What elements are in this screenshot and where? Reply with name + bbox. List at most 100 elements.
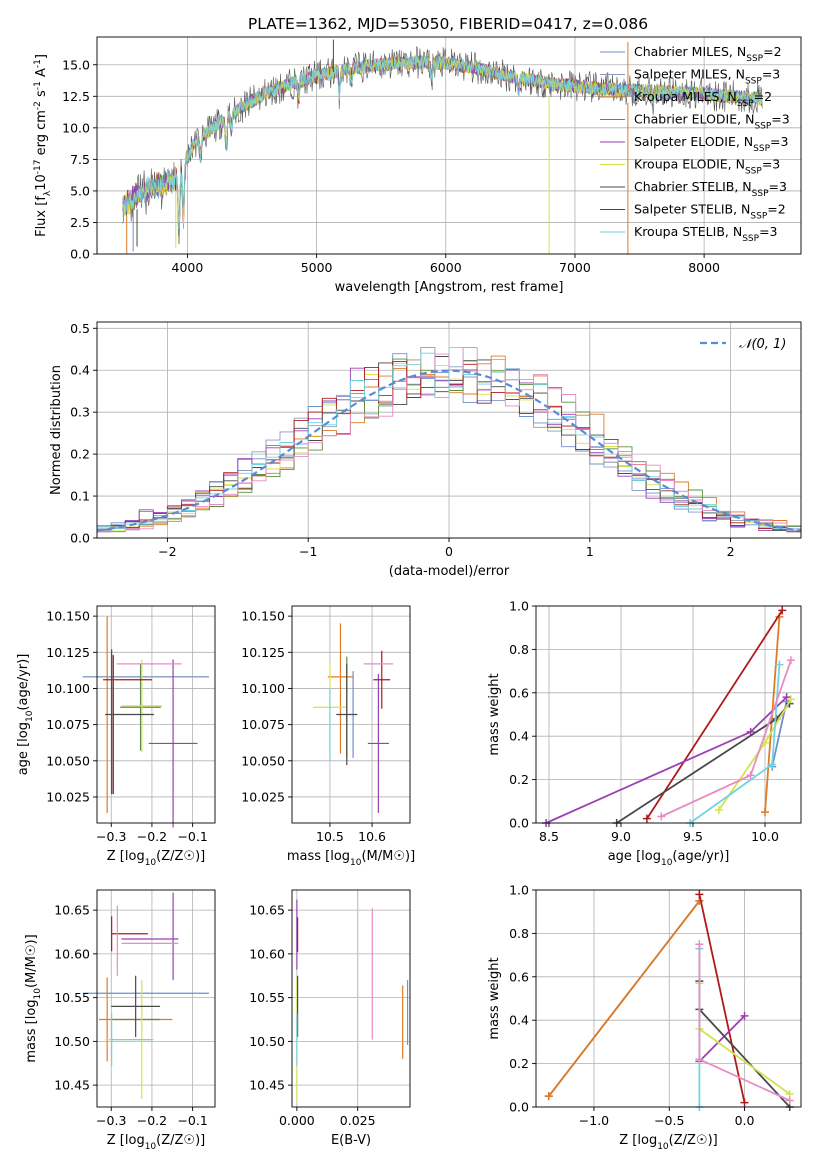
y-axis-label: mass [log10(M/M☉)] bbox=[24, 934, 43, 1062]
grid-lines bbox=[292, 890, 410, 1107]
x-tick-label: 0.000 bbox=[279, 1113, 315, 1128]
y-tick-label: 0.5 bbox=[70, 321, 90, 336]
mass-weight-marker bbox=[760, 808, 769, 817]
x-tick-label: −0.1 bbox=[177, 1113, 207, 1128]
plot-area bbox=[542, 606, 795, 827]
mass-weight-marker bbox=[782, 693, 791, 702]
legend-entry-label: Salpeter ELODIE, NSSP=3 bbox=[634, 134, 788, 154]
mass-weight-marker bbox=[695, 890, 704, 899]
y-tick-label: 0.8 bbox=[509, 642, 529, 657]
y-tick-label: 10.50 bbox=[54, 1034, 90, 1049]
axes-frame bbox=[535, 889, 802, 1108]
mass-weight-marker bbox=[778, 606, 787, 615]
y-tick-label: 10.100 bbox=[46, 681, 90, 696]
plot-area bbox=[96, 347, 802, 538]
legend-entry-label: Chabrier MILES, NSSP=2 bbox=[634, 44, 782, 64]
y-tick-label: 10.125 bbox=[241, 645, 285, 660]
x-tick-label: 8.5 bbox=[539, 829, 559, 844]
tick-labels: 8.5 9.0 9.5 10.0 0.0 0.2 0.4 0.6 0.8 1.0 bbox=[509, 599, 779, 845]
legend-entry-label: Chabrier STELIB, NSSP=3 bbox=[634, 179, 787, 199]
plot-area bbox=[313, 623, 394, 813]
axes-box bbox=[96, 605, 216, 824]
mass-weight-marker bbox=[785, 1096, 794, 1105]
mass-weight-line bbox=[698, 1015, 746, 1063]
y-tick-label: 10.025 bbox=[46, 789, 90, 804]
y-tick-label: 10.050 bbox=[46, 753, 90, 768]
y-tick-label: 0.2 bbox=[509, 1056, 529, 1071]
figure-title: PLATE=1362, MJD=53050, FIBERID=0417, z=0… bbox=[248, 15, 648, 33]
x-tick-label: 2 bbox=[727, 544, 735, 559]
y-tick-label: 0.0 bbox=[70, 247, 90, 262]
y-tick-label: 10.150 bbox=[46, 609, 90, 624]
axes-frame bbox=[96, 36, 802, 255]
x-axis-label: wavelength [Angstrom, rest frame] bbox=[335, 280, 564, 295]
axes-frame bbox=[96, 889, 216, 1108]
tick-labels: 0.000 0.025 10.45 10.50 10.55 10.60 10.65 bbox=[249, 903, 375, 1128]
mass-weight-marker bbox=[544, 1092, 553, 1101]
x-tick-label: −0.3 bbox=[96, 829, 126, 844]
axes-frame bbox=[96, 605, 216, 824]
spectrum-panel: 4000 5000 6000 7000 8000 0.0 2.5 5.0 7.5 10.0 12.5… bbox=[33, 36, 802, 295]
x-tick-label: −0.2 bbox=[137, 829, 167, 844]
residuals-panel: −2 −1 0 1 2 0.0 0.1 0.2 0.3 0.4 0.5 𝒩(0, 1) (data-mo… bbox=[49, 321, 802, 579]
y-tick-label: 10.150 bbox=[241, 609, 285, 624]
plot-area bbox=[82, 892, 209, 1100]
mass-weight-line bbox=[548, 900, 701, 1097]
mass-weight-line bbox=[646, 609, 784, 820]
mass-weight-line bbox=[718, 698, 792, 811]
histogram-series bbox=[96, 347, 802, 538]
tick-labels: −1.0 −0.5 0.0 0.0 0.2 0.4 0.6 0.8 1.0 bbox=[509, 883, 754, 1129]
y-tick-label: 10.60 bbox=[54, 946, 90, 961]
normal-curve bbox=[96, 369, 802, 532]
y-tick-label: 0.6 bbox=[509, 685, 529, 700]
axes-box bbox=[535, 605, 802, 824]
y-tick-label: 0.4 bbox=[70, 363, 90, 378]
mass-weight-line bbox=[660, 660, 792, 818]
x-axis-label: E(B-V) bbox=[331, 1133, 371, 1148]
plot-area bbox=[122, 39, 763, 254]
y-tick-label: 10.55 bbox=[249, 990, 285, 1005]
mass-weight-vs-metallicity-panel: −1.0 −0.5 0.0 0.0 0.2 0.4 0.6 0.8 1.0 Z [log10(Z/… bbox=[487, 883, 802, 1152]
axes-box bbox=[291, 605, 411, 824]
mass-weight-vs-age-panel: 8.5 9.0 9.5 10.0 0.0 0.2 0.4 0.6 0.8 1.0 age [log1… bbox=[487, 599, 802, 868]
y-tick-label: 0.2 bbox=[509, 772, 529, 787]
x-tick-label: 9.5 bbox=[683, 829, 703, 844]
axes-box bbox=[96, 889, 216, 1108]
mass-weight-marker bbox=[746, 727, 755, 736]
y-tick-label: 2.5 bbox=[70, 215, 90, 230]
grid-lines bbox=[292, 606, 410, 823]
y-tick-label: 0.0 bbox=[70, 531, 90, 546]
y-tick-label: 10.60 bbox=[249, 946, 285, 961]
x-axis-label: Z [log10(Z/Z☉)] bbox=[107, 1133, 205, 1152]
y-tick-label: 0.4 bbox=[509, 729, 529, 744]
tick-labels: 4000 5000 6000 7000 8000 0.0 2.5 5.0 7.5 10.0 12.5… bbox=[62, 57, 720, 275]
y-tick-label: 0.2 bbox=[70, 447, 90, 462]
legend-entry-label: Kroupa MILES, NSSP=2 bbox=[634, 89, 772, 109]
y-tick-label: 0.4 bbox=[509, 1013, 529, 1028]
y-tick-label: 10.125 bbox=[46, 645, 90, 660]
x-axis-label: age [log10(age/yr)] bbox=[608, 849, 730, 868]
grid-lines bbox=[97, 890, 215, 1107]
legend-entry-label: Chabrier ELODIE, NSSP=3 bbox=[634, 112, 790, 132]
legend-entry-label: Salpeter STELIB, NSSP=2 bbox=[634, 202, 786, 222]
mass-weight-line bbox=[771, 701, 788, 767]
x-tick-label: 8000 bbox=[688, 260, 720, 275]
mass-weight-marker bbox=[714, 805, 723, 814]
mass-weight-marker bbox=[740, 1098, 749, 1107]
y-axis-label: Normed distribution bbox=[49, 365, 64, 495]
mass-vs-metallicity-panel: −0.3 −0.2 −0.1 10.45 10.50 10.55 10.60 10.65 Z [… bbox=[24, 889, 216, 1152]
grid-lines bbox=[97, 606, 215, 823]
y-axis-label: Flux [fλ10-17 erg cm-2 s-1 A-1] bbox=[33, 54, 53, 237]
histogram-series bbox=[96, 347, 802, 538]
y-axis-label: age [log10(age/yr)] bbox=[16, 654, 35, 776]
x-tick-label: −0.1 bbox=[177, 829, 207, 844]
x-tick-label: −0.5 bbox=[654, 1113, 684, 1128]
y-tick-label: 5.0 bbox=[70, 183, 90, 198]
axes-frame bbox=[535, 605, 802, 824]
x-tick-label: 5000 bbox=[301, 260, 333, 275]
mass-weight-marker bbox=[768, 760, 777, 769]
mass-weight-marker bbox=[695, 1055, 704, 1064]
y-tick-label: 10.075 bbox=[241, 717, 285, 732]
x-tick-label: −0.3 bbox=[96, 1113, 126, 1128]
